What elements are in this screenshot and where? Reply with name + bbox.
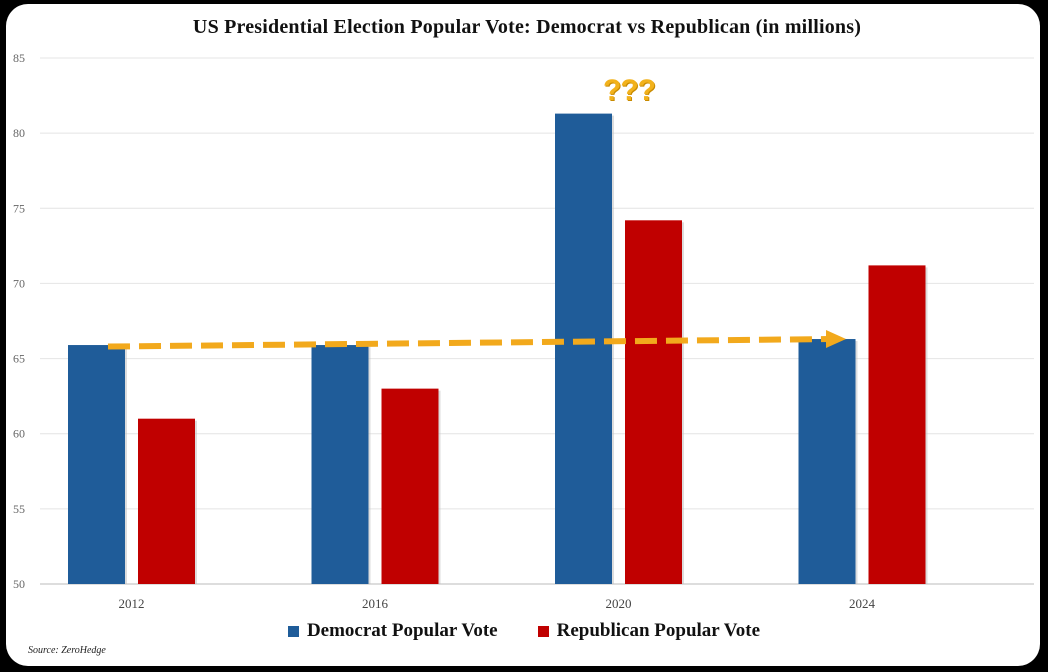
y-tick-label: 85: [13, 51, 25, 65]
gridlines: [40, 57, 1034, 585]
x-tick-label: 2012: [119, 596, 145, 611]
bar-republican: [868, 265, 926, 584]
bar-republican: [138, 418, 195, 584]
y-axis: 50 55 60 65 70 75 80 85: [13, 51, 25, 591]
legend-label-democrat: Democrat Popular Vote: [306, 620, 498, 641]
y-tick-label: 70: [13, 276, 25, 290]
source-note: Source: ZeroHedge: [28, 645, 106, 656]
chart-title: US Presidential Election Popular Vote: D…: [192, 16, 862, 38]
bar-democrat: [311, 345, 369, 584]
legend-item-democrat: Democrat Popular Vote: [287, 620, 498, 642]
y-tick-label: 80: [13, 126, 25, 140]
legend-swatch-republican: [537, 625, 549, 637]
bar-democrat: [555, 113, 612, 584]
legend-swatch-democrat: [287, 625, 299, 637]
bar-democrat: [798, 339, 856, 584]
legend: Democrat Popular Vote Republican Popular…: [0, 620, 1048, 642]
x-tick-label: 2024: [849, 596, 876, 611]
bar-democrat: [68, 345, 125, 584]
legend-item-republican: Republican Popular Vote: [537, 620, 761, 642]
x-tick-label: 2020: [606, 596, 632, 611]
legend-label-republican: Republican Popular Vote: [556, 620, 761, 641]
trend-arrow: [107, 330, 846, 350]
trend-arrow-head: [826, 330, 846, 349]
y-tick-label: 50: [13, 577, 25, 591]
x-axis: 2012 2016 2020 2024: [119, 596, 876, 611]
y-tick-label: 55: [13, 502, 25, 516]
x-tick-label: 2016: [362, 596, 389, 611]
y-tick-label: 75: [13, 201, 25, 215]
bar-republican: [625, 220, 682, 584]
question-marks-annotation: ???: [603, 74, 656, 107]
y-tick-label: 60: [13, 427, 25, 441]
bar-republican: [381, 388, 439, 584]
trend-arrow-line: [107, 336, 831, 350]
bars: [68, 113, 928, 584]
y-tick-label: 65: [13, 352, 25, 366]
